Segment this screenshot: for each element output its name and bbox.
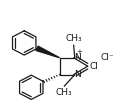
Polygon shape: [36, 46, 60, 58]
Text: N: N: [74, 70, 81, 79]
Text: Cl⁻: Cl⁻: [101, 53, 114, 62]
Text: CH₃: CH₃: [56, 88, 72, 97]
Text: N: N: [74, 53, 81, 62]
Text: CH₃: CH₃: [65, 34, 82, 43]
Text: Cl: Cl: [89, 62, 98, 71]
Text: +: +: [76, 49, 82, 55]
